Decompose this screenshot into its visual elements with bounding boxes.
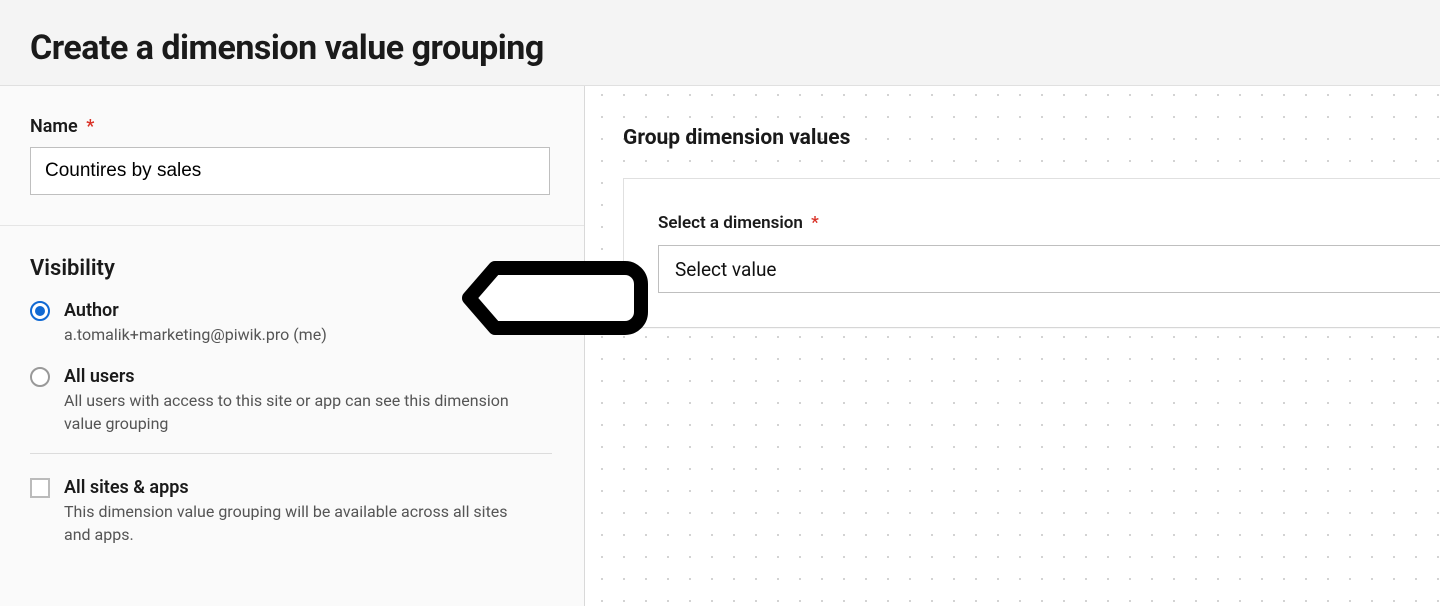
required-marker: *	[811, 213, 819, 233]
page-header: Create a dimension value grouping	[0, 0, 1440, 86]
name-input[interactable]	[30, 147, 550, 195]
right-panel: Group dimension values Select a dimensio…	[585, 86, 1440, 606]
radio-description: All users with access to this site or ap…	[64, 390, 534, 435]
group-values-title: Group dimension values	[623, 126, 1440, 150]
checkbox-label: All sites & apps	[64, 476, 534, 499]
page-title: Create a dimension value grouping	[30, 28, 1410, 68]
visibility-option-author[interactable]: Author a.tomalik+marketing@piwik.pro (me…	[30, 299, 554, 347]
visibility-option-all-users[interactable]: All users All users with access to this …	[30, 365, 554, 435]
checkbox-text: All sites & apps This dimension value gr…	[64, 476, 534, 546]
checkbox-description: This dimension value grouping will be av…	[64, 501, 534, 546]
page-root: Create a dimension value grouping Name *…	[0, 0, 1440, 606]
all-sites-checkbox-row[interactable]: All sites & apps This dimension value gr…	[30, 476, 554, 546]
left-panel: Name * Visibility Author a.tomalik+marke…	[0, 86, 585, 606]
required-marker: *	[86, 116, 94, 137]
radio-icon	[30, 367, 50, 387]
radio-inner-dot	[35, 306, 45, 316]
select-dimension-label-text: Select a dimension	[658, 213, 803, 233]
visibility-title: Visibility	[30, 256, 554, 281]
select-placeholder: Select value	[675, 258, 777, 281]
section-divider	[0, 225, 584, 226]
radio-label: Author	[64, 299, 327, 322]
name-label: Name *	[30, 116, 554, 137]
dimension-panel: Select a dimension * Select value	[623, 178, 1440, 328]
select-dimension-dropdown[interactable]: Select value	[658, 245, 1440, 293]
radio-label: All users	[64, 365, 534, 388]
radio-text: All users All users with access to this …	[64, 365, 534, 435]
radio-description: a.tomalik+marketing@piwik.pro (me)	[64, 324, 327, 346]
page-body: Name * Visibility Author a.tomalik+marke…	[0, 86, 1440, 606]
checkbox-icon	[30, 478, 50, 498]
radio-text: Author a.tomalik+marketing@piwik.pro (me…	[64, 299, 327, 347]
select-dimension-label: Select a dimension *	[658, 213, 1440, 233]
name-label-text: Name	[30, 116, 78, 137]
radio-icon	[30, 301, 50, 321]
name-field-block: Name *	[30, 116, 554, 225]
thin-divider	[30, 453, 552, 454]
